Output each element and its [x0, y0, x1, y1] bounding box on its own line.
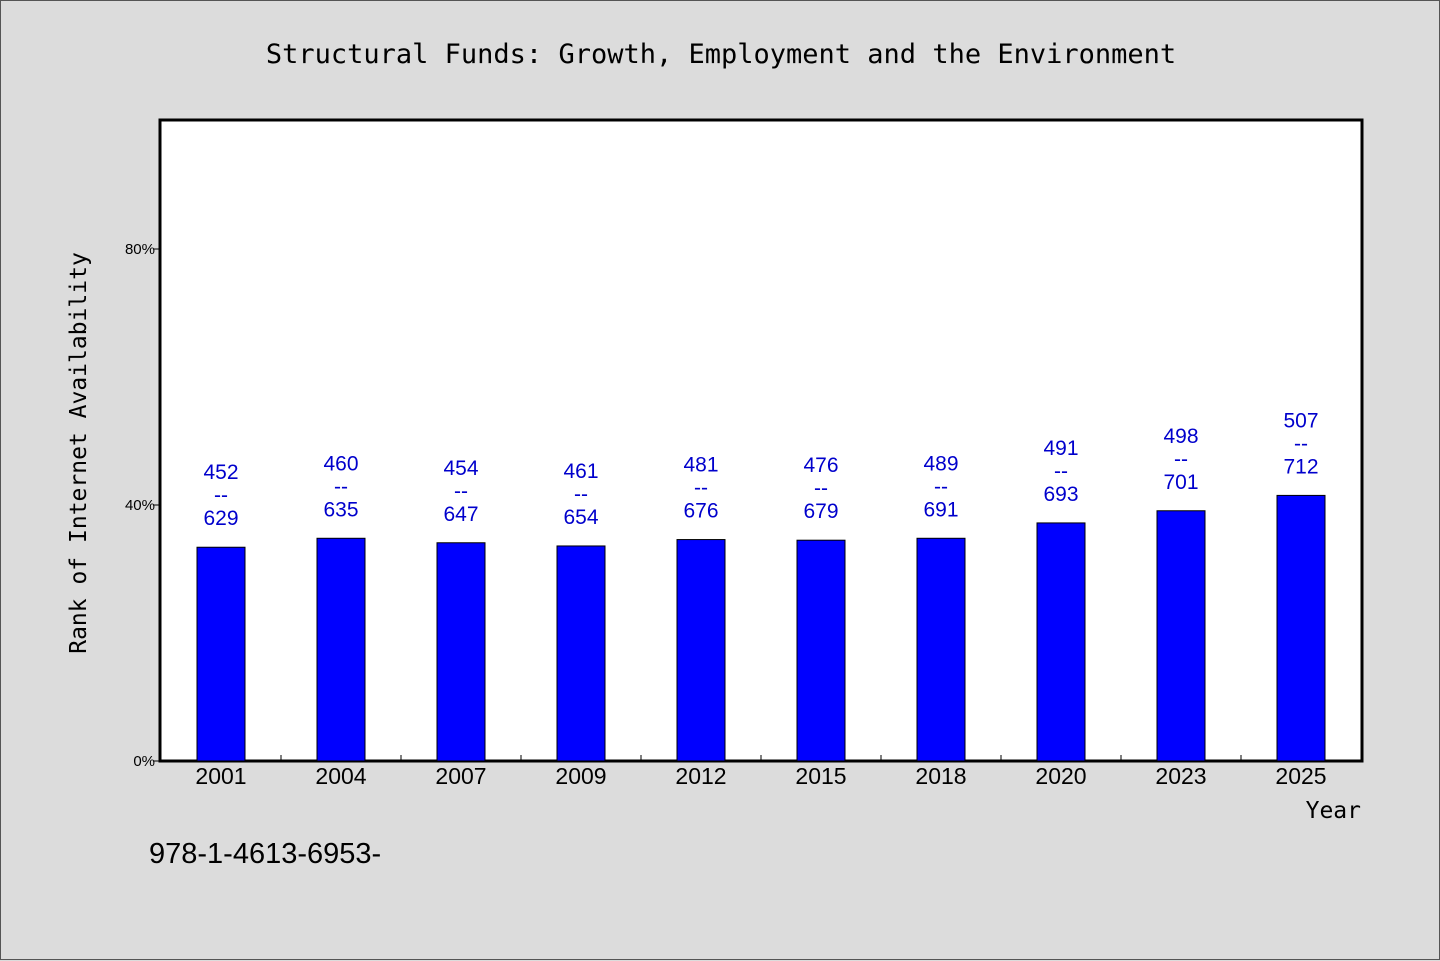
- data-label-sep-2001: --: [214, 484, 228, 507]
- bar-2015: [796, 539, 846, 762]
- data-label-bottom-2023: 701: [1163, 471, 1198, 494]
- data-label-bottom-2018: 691: [923, 498, 958, 521]
- bar-2023: [1156, 510, 1206, 762]
- bar-2018: [916, 537, 966, 762]
- y-axis-ticks: 0% 40% 80%: [125, 241, 161, 770]
- data-label-top-2025: 507: [1283, 409, 1318, 432]
- bar-2009: [556, 545, 606, 762]
- data-label-sep-2018: --: [934, 475, 948, 498]
- x-axis-ticks: 2001 2004 2007 2009 2012 2015 2018 2020 2023 2025: [195, 755, 1327, 789]
- bar-2004: [316, 537, 366, 762]
- data-label-sep-2015: --: [814, 477, 828, 500]
- data-label-bottom-2015: 679: [803, 500, 838, 523]
- x-tick-label-2023: 2023: [1155, 763, 1206, 789]
- bar-2025: [1276, 494, 1326, 762]
- y-tick-label-40: 40%: [125, 497, 155, 514]
- y-axis-label: Rank of Internet Availability: [66, 252, 92, 654]
- data-label-sep-2004: --: [334, 475, 348, 498]
- data-label-bottom-2007: 647: [443, 503, 478, 526]
- data-label-top-2018: 489: [923, 452, 958, 475]
- data-label-top-2009: 461: [563, 460, 598, 483]
- x-tick-label-2004: 2004: [315, 763, 366, 789]
- data-label-bottom-2020: 693: [1043, 483, 1078, 506]
- data-label-bottom-2025: 712: [1283, 455, 1318, 478]
- x-tick-label-2012: 2012: [675, 763, 726, 789]
- data-label-bottom-2012: 676: [683, 500, 718, 523]
- x-tick-label-2018: 2018: [915, 763, 966, 789]
- data-label-sep-2025: --: [1294, 432, 1308, 455]
- data-labels-group: 452--629460--635454--647461--654481--676…: [203, 409, 1318, 530]
- bar-2012: [676, 539, 726, 762]
- data-label-sep-2007: --: [454, 480, 468, 503]
- data-label-top-2004: 460: [323, 452, 358, 475]
- bars-group: [196, 494, 1326, 762]
- data-label-top-2020: 491: [1043, 437, 1078, 460]
- data-label-bottom-2009: 654: [563, 506, 598, 529]
- y-tick-label-0: 0%: [133, 753, 155, 770]
- data-label-bottom-2001: 629: [203, 507, 238, 530]
- data-label-top-2012: 481: [683, 454, 718, 477]
- x-tick-label-2009: 2009: [555, 763, 606, 789]
- x-tick-label-2001: 2001: [195, 763, 246, 789]
- bar-2020: [1036, 522, 1086, 762]
- footer-isbn: 978-1-4613-6953-: [149, 838, 381, 870]
- chart-title: Structural Funds: Growth, Employment and…: [266, 39, 1176, 70]
- bar-2007: [436, 542, 486, 762]
- x-axis-label: Year: [1306, 798, 1361, 824]
- data-label-top-2015: 476: [803, 454, 838, 477]
- data-label-top-2007: 454: [443, 457, 478, 480]
- data-label-sep-2009: --: [574, 483, 588, 506]
- x-tick-label-2015: 2015: [795, 763, 846, 789]
- data-label-bottom-2004: 635: [323, 498, 358, 521]
- bar-2001: [196, 546, 246, 762]
- x-tick-label-2007: 2007: [435, 763, 486, 789]
- x-tick-label-2020: 2020: [1035, 763, 1086, 789]
- x-tick-label-2025: 2025: [1275, 763, 1326, 789]
- data-label-sep-2012: --: [694, 477, 708, 500]
- y-tick-label-80: 80%: [125, 241, 155, 258]
- data-label-sep-2023: --: [1174, 448, 1188, 471]
- data-label-top-2001: 452: [203, 461, 238, 484]
- data-label-sep-2020: --: [1054, 460, 1068, 483]
- data-label-top-2023: 498: [1163, 425, 1198, 448]
